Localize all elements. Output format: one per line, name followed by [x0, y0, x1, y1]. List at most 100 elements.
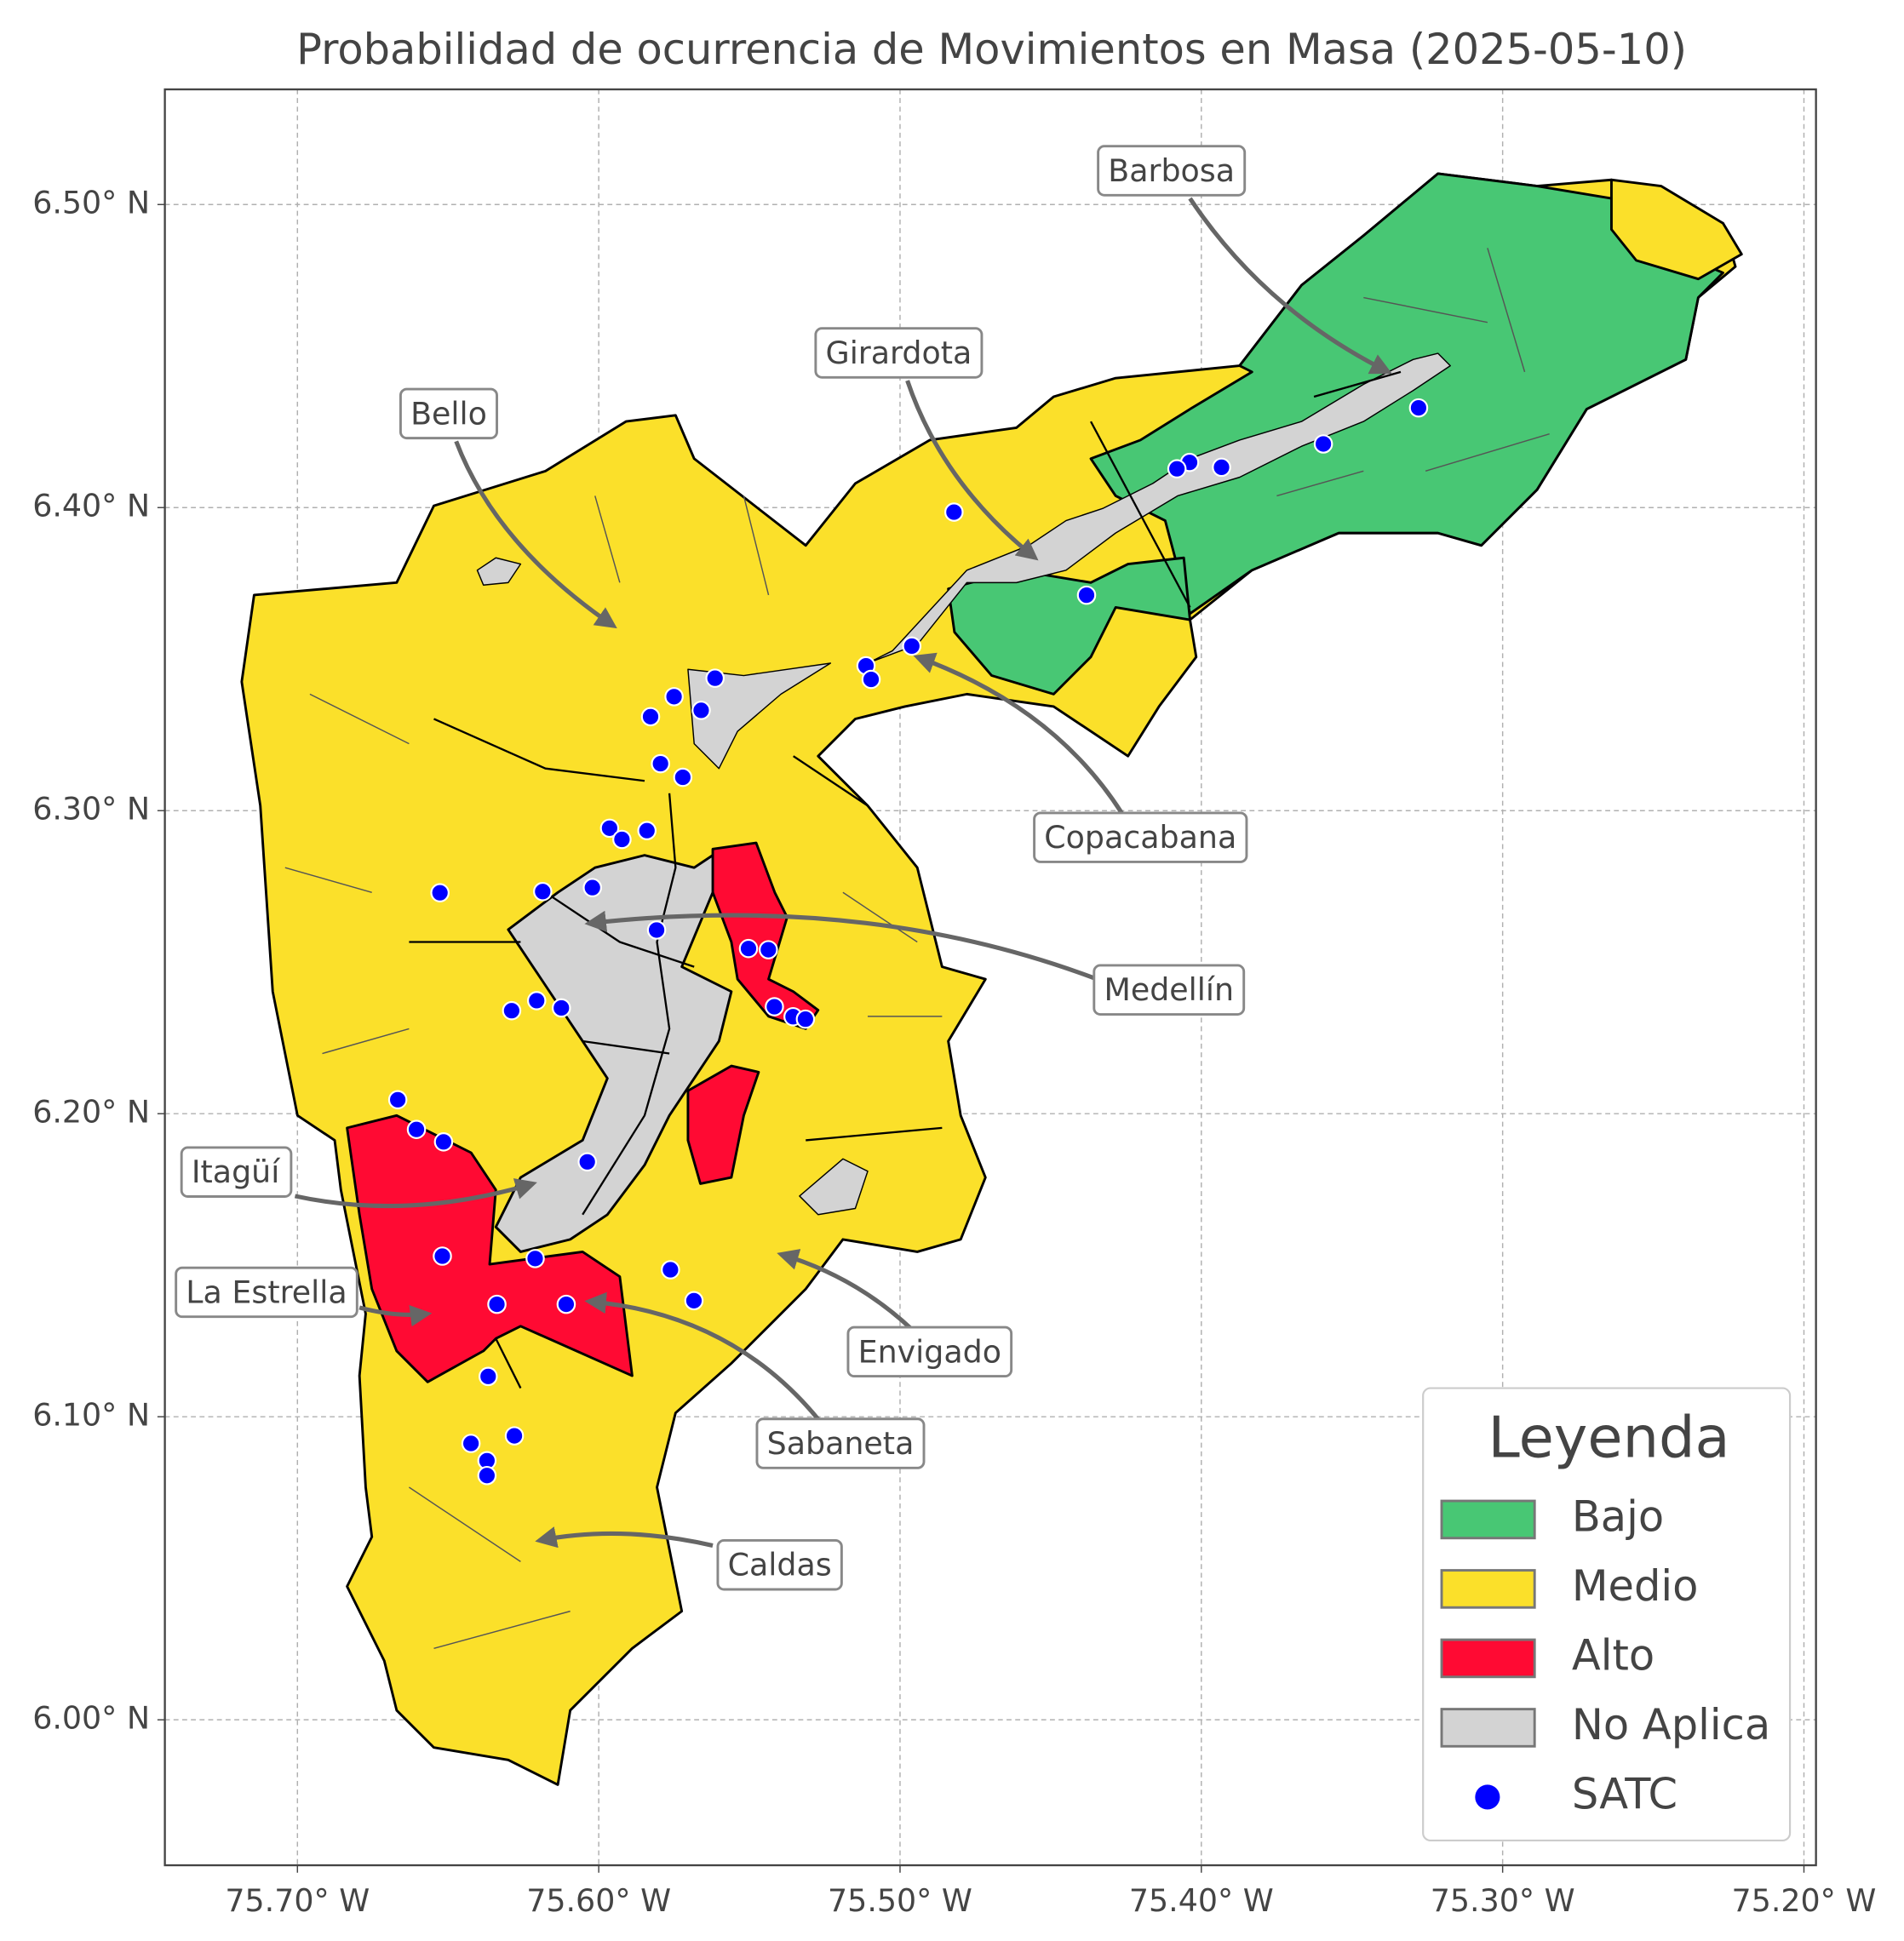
y-tick-label: 6.20° N	[32, 1094, 150, 1131]
annotation-label: Sabaneta	[767, 1425, 915, 1462]
annotation-box	[755, 1417, 926, 1469]
x-tick-label: 75.20° W	[1732, 1882, 1877, 1919]
satc-point	[651, 753, 670, 774]
annotation-arrow	[584, 910, 1098, 982]
satc-point	[738, 938, 759, 959]
legend-label: SATC	[1572, 1769, 1677, 1818]
satc-point	[1076, 585, 1097, 605]
satc-point	[759, 940, 778, 959]
annotation-arrow	[913, 652, 1124, 815]
annotation-arrow	[584, 1291, 820, 1421]
annotation-arrow	[777, 1249, 913, 1331]
annotation-label: Copacabana	[1044, 819, 1236, 856]
annotation-box	[814, 327, 984, 379]
satc-point	[551, 998, 571, 1018]
satc-point	[599, 818, 620, 839]
satc-point	[502, 1000, 522, 1021]
satc-point	[556, 1294, 576, 1314]
satc-point	[646, 920, 667, 940]
satc-point	[1212, 457, 1231, 478]
y-tick-label: 6.50° N	[32, 185, 150, 221]
subdivisions	[284, 248, 1550, 1649]
annotation-arrow	[358, 1305, 433, 1327]
x-tick-label: 75.50° W	[828, 1882, 972, 1919]
region-no-aplica	[476, 557, 522, 586]
region-alto	[686, 1064, 760, 1185]
satc-point	[861, 669, 881, 690]
legend-title: Leyenda	[1488, 1405, 1729, 1471]
y-tick-label: 6.10° N	[32, 1397, 150, 1434]
region-no-aplica	[687, 662, 832, 770]
annotation-label: Barbosa	[1108, 152, 1235, 189]
x-tick-label: 75.70° W	[225, 1882, 370, 1919]
satc-point	[478, 1366, 498, 1387]
boundaries	[409, 370, 1402, 1389]
regions	[240, 172, 1743, 1786]
satc-point	[406, 1119, 427, 1139]
annotation-box	[716, 1538, 843, 1591]
satc-point	[430, 883, 450, 902]
annotation-arrow	[294, 1178, 537, 1209]
map-title: Probabilidad de ocurrencia de Movimiento…	[296, 25, 1687, 74]
annotation-label: Caldas	[728, 1547, 832, 1583]
satc-point	[525, 1249, 545, 1268]
legend-swatch	[1440, 1638, 1536, 1679]
x-tick-label: 75.60° W	[526, 1882, 671, 1919]
annotation-box	[175, 1266, 358, 1319]
satc-point	[637, 821, 657, 840]
legend-marker	[1475, 1784, 1500, 1810]
annotation-label: Medellín	[1104, 971, 1234, 1008]
satc-point	[433, 1246, 452, 1266]
annotation-arrow	[535, 1526, 714, 1549]
annotation-box	[180, 1146, 293, 1198]
annotations: Barbosa Girardota Bello Copacabana Medellín I…	[175, 145, 1392, 1591]
y-tick-label: 6.40° N	[32, 488, 150, 524]
satc-points	[387, 398, 1429, 1486]
y-tick-label: 6.30° N	[32, 791, 150, 827]
annotation-label: Girardota	[826, 335, 972, 371]
satc-point	[661, 1260, 680, 1280]
legend-label: Medio	[1572, 1561, 1699, 1611]
satc-point	[533, 881, 553, 902]
legend-label: No Aplica	[1572, 1700, 1770, 1749]
annotation-label: Envigado	[858, 1333, 1001, 1370]
satc-point	[577, 1152, 597, 1172]
satc-point	[612, 829, 632, 850]
legend-swatch	[1440, 1569, 1536, 1609]
satc-point	[691, 701, 711, 720]
satc-point	[902, 636, 922, 656]
annotation-arrow	[905, 380, 1039, 561]
satc-point	[477, 1465, 497, 1486]
annotation-label: Itagüí	[192, 1154, 281, 1190]
region-medio	[240, 172, 1737, 1786]
satc-point	[387, 1090, 408, 1110]
legend-swatch	[1440, 1708, 1536, 1748]
annotation-label: La Estrella	[186, 1274, 347, 1310]
satc-point	[487, 1294, 507, 1314]
satc-point	[640, 707, 661, 727]
ticks: 75.70° W 75.60° W 75.50° W 75.40° W 75.30° W…	[32, 185, 1876, 1919]
satc-point	[1408, 398, 1429, 418]
satc-point	[433, 1132, 454, 1152]
x-tick-label: 75.30° W	[1431, 1882, 1575, 1919]
annotation-label: Bello	[410, 395, 487, 432]
annotation-arrow	[454, 440, 617, 629]
satc-point	[684, 1291, 704, 1311]
region-no-aplica	[867, 352, 1451, 664]
satc-point	[795, 1009, 816, 1029]
satc-point	[765, 997, 784, 1016]
legend-label: Alto	[1572, 1630, 1655, 1680]
satc-point	[461, 1434, 481, 1453]
satc-point	[1167, 459, 1187, 478]
satc-point	[944, 502, 964, 522]
region-no-aplica	[799, 1158, 869, 1216]
region-no-aplica	[494, 854, 733, 1253]
annotation-box	[846, 1325, 1013, 1378]
region-bajo	[947, 556, 1191, 696]
y-tick-label: 6.00° N	[32, 1700, 150, 1737]
satc-point	[1313, 434, 1333, 454]
annotation-box	[1097, 145, 1247, 197]
satc-point	[673, 767, 693, 787]
x-tick-label: 75.40° W	[1129, 1882, 1274, 1919]
